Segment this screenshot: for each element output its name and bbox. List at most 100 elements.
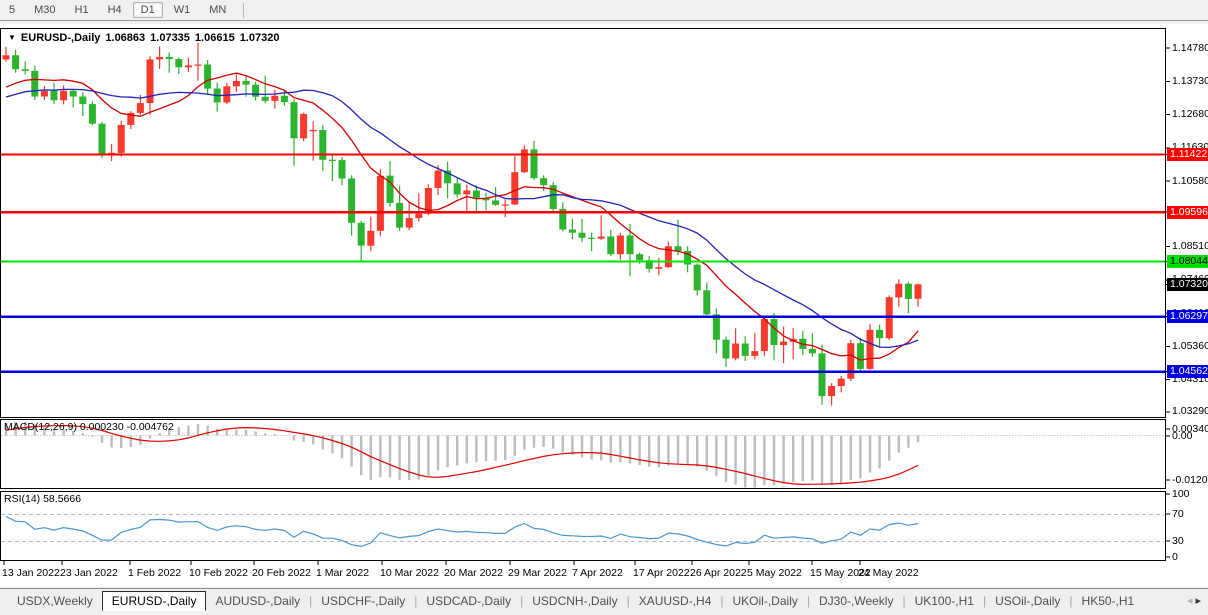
price-tick-label: 1.08510 <box>1172 240 1208 252</box>
timeframe-button-h1[interactable]: H1 <box>74 4 89 16</box>
candle <box>280 95 288 103</box>
candle <box>501 204 509 206</box>
macd-indicator-label: MACD(12,26,9) 0.000230 -0.004762 <box>4 421 174 433</box>
candle <box>626 235 634 255</box>
candle <box>674 246 682 252</box>
candle <box>69 90 77 97</box>
symbol-tab-bar: USDX,Weekly EURUSD-,Daily AUDUSD-,Daily | US… <box>0 588 1208 612</box>
candle <box>520 149 528 173</box>
tab-usoil-daily[interactable]: USOil-,Daily <box>995 593 1061 608</box>
candle <box>415 213 423 219</box>
tab-separator: | <box>720 593 724 608</box>
date-label: 10 Feb 2022 <box>189 567 248 579</box>
ohlc-close: 1.07320 <box>239 32 280 44</box>
date-label: 15 May 2022 <box>810 567 871 579</box>
tab-separator: | <box>414 593 418 608</box>
candle <box>492 200 500 205</box>
timeframe-button-d1[interactable]: D1 <box>132 2 163 18</box>
candle <box>693 264 701 291</box>
candle <box>645 260 653 269</box>
tab-xauusd-h4[interactable]: XAUUSD-,H4 <box>638 593 712 608</box>
tab-dj30-weekly[interactable]: DJ30-,Weekly <box>818 593 894 608</box>
date-label: 26 Apr 2022 <box>690 567 747 579</box>
candle <box>165 56 173 60</box>
symbol-caret-icon[interactable]: ▼ <box>8 33 16 42</box>
indicator-axis-label: 30 <box>1172 535 1184 547</box>
candle <box>847 343 855 379</box>
candle <box>261 96 269 101</box>
candle <box>127 112 135 125</box>
tab-usdchf-daily[interactable]: USDCHF-,Daily <box>321 593 406 608</box>
tab-audusd-daily[interactable]: AUDUSD-,Daily <box>215 593 301 608</box>
candle <box>876 329 884 339</box>
tab-scroll-left-icon[interactable]: ◂ <box>1186 595 1196 607</box>
toolbar-separator <box>243 2 245 18</box>
tab-separator: | <box>520 593 524 608</box>
candle <box>242 80 250 85</box>
candle <box>271 95 279 101</box>
candles-layer <box>2 42 922 406</box>
candle <box>703 290 711 315</box>
ma-slow-line <box>5 88 919 349</box>
tab-usdx-weekly[interactable]: USDX,Weekly <box>17 593 93 608</box>
tab-uk100-h1[interactable]: UK100-,H1 <box>914 593 974 608</box>
timeframe-button-5[interactable]: 5 <box>9 4 16 16</box>
tab-usdcnh-daily[interactable]: USDCNH-,Daily <box>532 593 618 608</box>
tab-separator: | <box>626 593 630 608</box>
date-label: 1 Mar 2022 <box>316 567 370 579</box>
candle <box>386 175 394 203</box>
timeframe-button-mn[interactable]: MN <box>209 4 227 16</box>
candle <box>712 314 720 340</box>
candle <box>866 329 874 369</box>
candle <box>396 202 404 228</box>
candle <box>808 348 816 354</box>
candle <box>175 59 183 68</box>
tab-eurusd-daily[interactable]: EURUSD-,Daily <box>101 590 207 611</box>
candle <box>770 319 778 346</box>
candle <box>588 237 596 239</box>
timeframe-button-w1[interactable]: W1 <box>173 4 191 16</box>
candle <box>914 284 922 299</box>
tab-scroll-right-icon[interactable]: ▸ <box>1195 595 1204 607</box>
candle <box>741 343 749 356</box>
candle <box>60 90 68 101</box>
ohlc-high: 1.07335 <box>150 32 190 44</box>
timeframe-button-m30[interactable]: M30 <box>34 4 56 16</box>
tab-separator: | <box>806 593 810 608</box>
candle <box>856 343 864 369</box>
candle <box>424 188 432 214</box>
tab-hk50-h1[interactable]: HK50-,H1 <box>1081 593 1135 608</box>
candle <box>607 236 615 255</box>
price-level-label: 1.09596 <box>1167 206 1208 219</box>
timeframe-toolbar: 5 M30 H1 H4 D1 W1 MN <box>0 0 1208 21</box>
price-level-label: 1.08044 <box>1167 255 1208 268</box>
date-label: 5 May 2022 <box>747 567 802 579</box>
candle <box>511 172 519 205</box>
timeframe-button-h4[interactable]: H4 <box>107 4 122 16</box>
price-level-label: 1.11422 <box>1167 148 1208 161</box>
tab-separator: | <box>902 593 906 608</box>
candle <box>616 235 624 255</box>
candle <box>79 96 87 105</box>
candle <box>818 353 826 397</box>
candle <box>540 178 548 186</box>
tab-ukoil-daily[interactable]: UKOil-,Daily <box>732 593 798 608</box>
candle <box>828 386 836 397</box>
indicator-axis-label: -0.012058 <box>1172 474 1208 486</box>
tab-usdcad-daily[interactable]: USDCAD-,Daily <box>426 593 512 608</box>
candle <box>357 222 365 246</box>
candle <box>50 90 58 101</box>
candle <box>252 84 260 97</box>
candle <box>684 251 692 265</box>
date-label: 10 Mar 2022 <box>380 567 439 579</box>
indicator-axis-label: 70 <box>1172 508 1184 520</box>
rsi-layer <box>1 513 1165 548</box>
indicator-axis-label: 0.003408 <box>1172 423 1208 435</box>
candle <box>31 70 39 97</box>
candle <box>223 86 231 103</box>
indicator-axis-label: 0.00 <box>1172 430 1193 442</box>
candle <box>156 56 164 60</box>
candle <box>664 246 672 268</box>
macd-layer <box>1 421 1165 488</box>
